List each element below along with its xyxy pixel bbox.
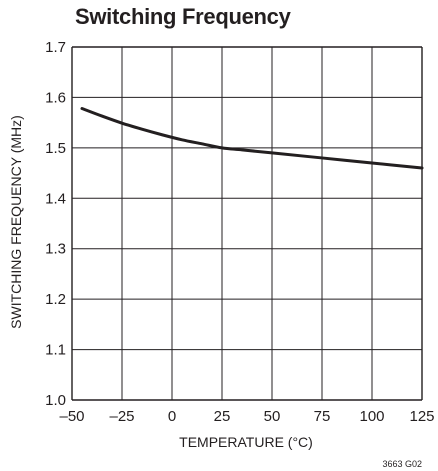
x-tick-label: 50 — [264, 408, 281, 425]
x-tick-label: –25 — [109, 408, 134, 425]
y-tick-label: 1.0 — [45, 392, 66, 409]
x-tick-labels: –50 –25 0 25 50 75 100 125 — [59, 408, 434, 425]
y-axis-label: SWITCHING FREQUENCY (MHz) — [8, 115, 24, 329]
x-tick-label: 125 — [409, 408, 434, 425]
y-tick-label: 1.1 — [45, 342, 66, 359]
series-line — [80, 107, 424, 170]
y-tick-label: 1.3 — [45, 241, 66, 258]
y-tick-label: 1.5 — [45, 140, 66, 157]
figure-code: 3663 G02 — [382, 459, 422, 469]
x-axis-label: TEMPERATURE (°C) — [179, 434, 313, 450]
x-tick-label: 25 — [214, 408, 231, 425]
x-tick-label: –50 — [59, 408, 84, 425]
x-tick-label: 100 — [359, 408, 384, 425]
y-tick-label: 1.4 — [45, 190, 66, 207]
chart-title: Switching Frequency — [75, 4, 291, 29]
grid-lines — [71, 46, 423, 401]
y-tick-label: 1.7 — [45, 39, 66, 56]
y-tick-labels: 1.0 1.1 1.2 1.3 1.4 1.5 1.6 1.7 — [45, 39, 66, 409]
y-tick-label: 1.6 — [45, 89, 66, 106]
y-tick-label: 1.2 — [45, 291, 66, 308]
data-series — [80, 107, 424, 170]
x-tick-label: 0 — [168, 408, 176, 425]
x-tick-label: 75 — [314, 408, 331, 425]
